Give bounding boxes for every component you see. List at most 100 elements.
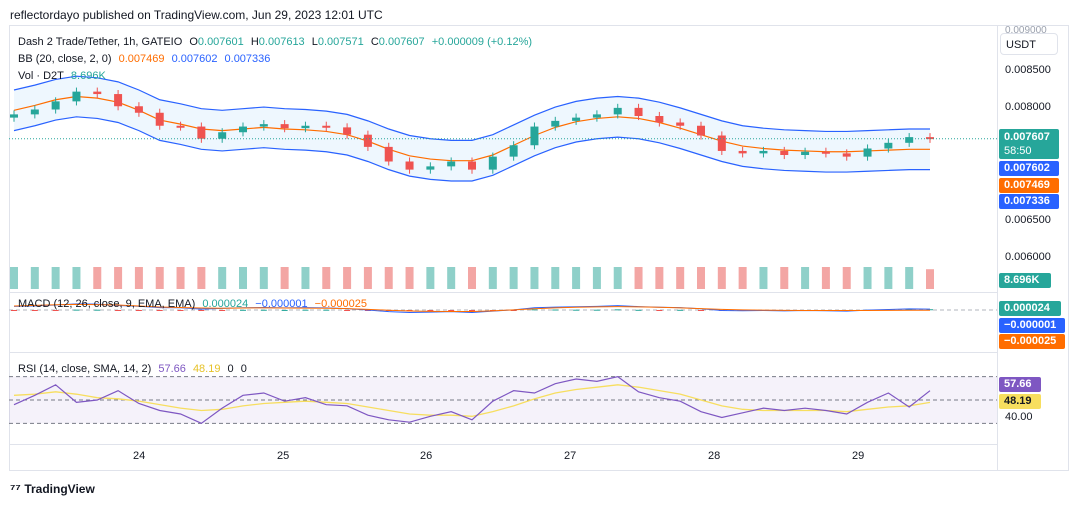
volume-bar — [363, 267, 372, 289]
macd-signal-tag: −0.000025 — [999, 334, 1065, 349]
rsi-legend: RSI (14, close, SMA, 14, 2) 57.66 48.19 … — [18, 363, 251, 375]
macd-legend: MACD (12, 26, close, 9, EMA, EMA) 0.0000… — [18, 298, 371, 310]
candle — [176, 125, 185, 128]
close-value: 0.007607 — [378, 36, 425, 48]
volume-bar — [738, 267, 747, 289]
rsi-ma-value: 48.19 — [192, 363, 221, 375]
volume-bar — [821, 267, 830, 289]
price-axis-top-label: 0.009000 — [1005, 25, 1047, 36]
high-label: H — [250, 36, 259, 48]
macd-histogram-bar — [698, 310, 704, 311]
macd-histogram-bar — [906, 309, 913, 311]
volume-bar — [322, 267, 331, 289]
currency-selector[interactable]: USDT — [1000, 33, 1058, 55]
open-value: 0.007601 — [197, 36, 244, 48]
volume-bar — [51, 267, 60, 289]
change-value: +0.000009 (+0.12%) — [431, 36, 533, 48]
macd-histogram-bar — [115, 310, 122, 311]
candle — [572, 117, 581, 121]
macd-histogram-bar — [656, 310, 663, 311]
macd-histogram-bar — [11, 310, 17, 311]
time-axis-label: 29 — [852, 450, 865, 462]
macd-histogram-bar — [573, 309, 580, 311]
volume-bar — [72, 267, 81, 289]
candle — [655, 116, 664, 123]
time-axis-label: 24 — [133, 450, 146, 462]
macd-histogram-bar — [260, 309, 267, 311]
candle — [801, 151, 810, 155]
macd-histogram-bar — [448, 310, 455, 311]
candle — [405, 161, 414, 170]
volume-bar — [572, 267, 581, 289]
candle — [613, 107, 622, 115]
volume-bar — [780, 267, 789, 289]
volume-bar — [697, 267, 705, 289]
price-axis-label: 0.006500 — [1005, 214, 1051, 226]
open-label: O — [189, 36, 198, 48]
macd-histogram-bar — [198, 310, 205, 311]
candle — [426, 166, 435, 170]
macd-histogram-bar — [240, 309, 246, 311]
volume-bar — [509, 267, 518, 289]
bb-label: BB (20, close, 2, 0) — [18, 53, 112, 65]
macd-histogram-bar — [677, 309, 684, 311]
price-axis-label: 0.008000 — [1005, 101, 1051, 113]
volume-bar — [842, 267, 851, 289]
rsi-ma-line — [13, 384, 931, 417]
bar-countdown: 58:50 — [1004, 145, 1032, 157]
macd-value: −0.000001 — [255, 298, 308, 310]
macd-histogram-bar — [52, 310, 59, 311]
volume-bar — [239, 267, 247, 289]
candle — [676, 122, 685, 126]
candle — [259, 124, 268, 127]
macd-histogram-bar — [614, 309, 621, 311]
volume-bar — [259, 267, 268, 289]
high-value: 0.007613 — [258, 36, 305, 48]
vol-value: 8.696K — [70, 70, 106, 82]
candle — [384, 146, 393, 162]
candle — [134, 106, 143, 113]
tradingview-logo[interactable]: ⁷⁷ TradingView — [10, 481, 95, 496]
macd-histogram-bar — [31, 310, 38, 311]
price-axis-label: 0.008500 — [1005, 64, 1051, 76]
macd-signal-line — [13, 303, 930, 313]
volume-tag: 8.696K — [999, 273, 1051, 288]
pane-separator-macd — [9, 292, 998, 293]
candle — [884, 142, 893, 149]
macd-hist-value: 0.000024 — [202, 298, 249, 310]
volume-bar — [93, 267, 102, 289]
volume-bar — [759, 267, 768, 289]
candle — [447, 161, 456, 167]
candle — [759, 150, 768, 154]
candle — [842, 153, 851, 157]
macd-histogram-bar — [177, 310, 184, 311]
candle — [30, 109, 39, 115]
candle — [280, 124, 289, 129]
macd-hist-tag: 0.000024 — [999, 301, 1061, 316]
candle — [155, 112, 164, 126]
rsi-tag: 57.66 — [999, 377, 1041, 392]
rsi-axis-label: 40.00 — [1005, 411, 1033, 423]
volume-bar — [488, 267, 497, 289]
volume-legend: Vol · D2T 8.696K — [18, 70, 110, 82]
last-price: 0.007607 — [1004, 131, 1050, 143]
time-axis-label: 26 — [420, 450, 433, 462]
candle — [509, 145, 518, 157]
volume-bar — [405, 267, 414, 289]
candle — [530, 126, 539, 146]
close-label: C — [370, 36, 379, 48]
volume-bar — [114, 267, 123, 289]
candle — [780, 150, 789, 155]
tv-logo-icon: ⁷⁷ — [10, 481, 25, 496]
rsi-ma-tag: 48.19 — [999, 394, 1041, 409]
bb-upper-value: 0.007602 — [171, 53, 218, 65]
chart-frame — [9, 25, 1069, 471]
candle — [488, 156, 497, 170]
macd-histogram-bar — [510, 310, 517, 311]
volume-bar — [426, 267, 435, 289]
bb-upper-tag: 0.007602 — [999, 161, 1059, 176]
macd-histogram-bar — [94, 309, 101, 311]
candle — [468, 161, 476, 170]
pane-separator-rsi — [9, 352, 998, 353]
